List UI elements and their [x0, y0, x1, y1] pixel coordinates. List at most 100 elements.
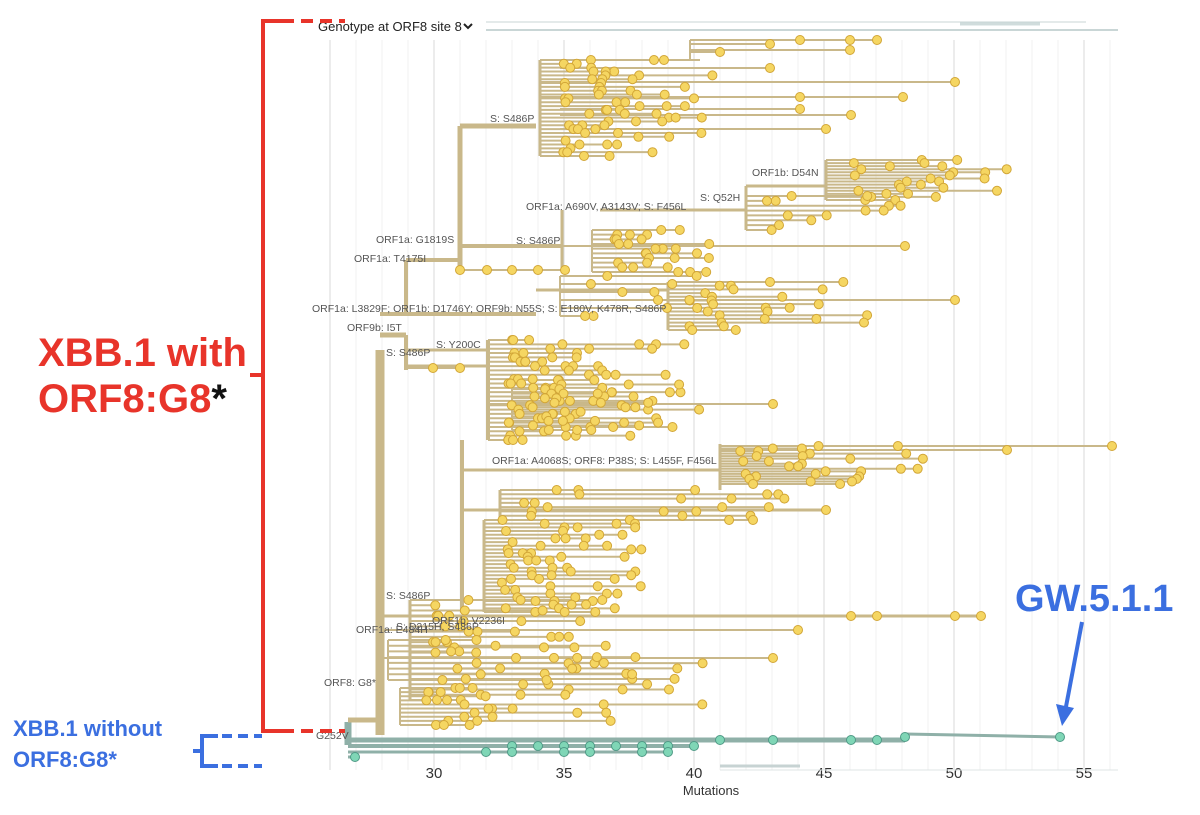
xbb-tip-node[interactable] — [669, 673, 680, 684]
xbb-tip-node[interactable] — [673, 267, 684, 277]
xbb-tip-node[interactable] — [630, 522, 641, 533]
xbb-tip-node[interactable] — [590, 415, 600, 426]
xbb-tip-node[interactable] — [490, 640, 501, 651]
xbb-tip-node[interactable] — [438, 720, 449, 730]
xbb-tip-node[interactable] — [574, 139, 585, 150]
xbb-tip-node[interactable] — [606, 387, 617, 398]
xbb-tip-node[interactable] — [467, 683, 478, 693]
xbb-tip-node[interactable] — [562, 147, 573, 158]
gw-tip-node[interactable] — [611, 741, 621, 751]
xbb-tip-node[interactable] — [659, 55, 669, 65]
xbb-tip-node[interactable] — [767, 443, 778, 454]
xbb-tip-node[interactable] — [530, 596, 541, 606]
xbb-tip-node[interactable] — [514, 426, 525, 437]
xbb-tip-node[interactable] — [599, 120, 610, 131]
xbb-tip-node[interactable] — [689, 93, 699, 104]
xbb-tip-node[interactable] — [575, 616, 586, 627]
xbb-tip-node[interactable] — [649, 287, 660, 297]
xbb-tip-node[interactable] — [561, 430, 572, 441]
xbb-tip-node[interactable] — [895, 463, 906, 474]
xbb-tip-node[interactable] — [572, 425, 583, 435]
xbb-tip-node[interactable] — [915, 179, 926, 190]
xbb-tip-node[interactable] — [634, 420, 645, 431]
xbb-tip-node[interactable] — [647, 343, 658, 354]
gw-tip-node[interactable] — [585, 747, 595, 757]
xbb-tip-node[interactable] — [919, 158, 930, 169]
xbb-tip-node[interactable] — [768, 653, 778, 663]
xbb-tip-node[interactable] — [524, 335, 535, 345]
xbb-tip-node[interactable] — [554, 631, 565, 642]
xbb-tip-node[interactable] — [564, 395, 575, 406]
xbb-tip-node[interactable] — [838, 277, 849, 287]
xbb-tip-node[interactable] — [600, 640, 611, 651]
gw-tip-node[interactable] — [559, 747, 569, 757]
xbb-tip-node[interactable] — [845, 453, 856, 464]
xbb-tip-node[interactable] — [917, 453, 928, 464]
xbb-tip-node[interactable] — [617, 529, 628, 540]
xbb-tip-node[interactable] — [892, 441, 903, 451]
xbb-tip-node[interactable] — [938, 182, 949, 193]
xbb-tip-node[interactable] — [912, 463, 923, 474]
xbb-tip-node[interactable] — [628, 391, 639, 402]
xbb-tip-node[interactable] — [795, 35, 805, 45]
xbb-tip-node[interactable] — [435, 687, 446, 698]
gw-tip-node[interactable] — [350, 752, 360, 762]
xbb-tip-node[interactable] — [642, 257, 653, 268]
xbb-tip-node[interactable] — [430, 600, 441, 611]
xbb-tip-node[interactable] — [690, 485, 701, 495]
gw-tip-node[interactable] — [846, 735, 856, 745]
xbb-tip-node[interactable] — [717, 502, 728, 513]
xbb-tip-node[interactable] — [813, 299, 824, 310]
xbb-tip-node[interactable] — [508, 435, 518, 445]
xbb-tip-node[interactable] — [560, 689, 571, 700]
xbb-tip-node[interactable] — [925, 173, 936, 184]
xbb-tip-node[interactable] — [649, 55, 659, 65]
xbb-tip-node[interactable] — [701, 267, 712, 277]
xbb-tip-node[interactable] — [664, 387, 675, 398]
xbb-tip-node[interactable] — [664, 131, 675, 142]
xbb-tip-node[interactable] — [626, 544, 637, 555]
xbb-tip-node[interactable] — [505, 378, 516, 389]
gw-tip-node[interactable] — [507, 747, 517, 757]
xbb-tip-node[interactable] — [784, 461, 795, 472]
xbb-tip-node[interactable] — [598, 699, 609, 710]
xbb-tip-node[interactable] — [423, 687, 434, 698]
xbb-tip-node[interactable] — [534, 573, 545, 584]
xbb-tip-node[interactable] — [557, 339, 568, 350]
xbb-tip-node[interactable] — [586, 425, 597, 435]
xbb-tip-node[interactable] — [442, 695, 452, 705]
xbb-tip-node[interactable] — [539, 393, 550, 404]
xbb-tip-node[interactable] — [515, 595, 526, 605]
xbb-tip-node[interactable] — [696, 112, 707, 123]
xbb-tip-node[interactable] — [642, 679, 653, 690]
xbb-tip-node[interactable] — [862, 191, 873, 201]
xbb-tip-node[interactable] — [627, 669, 638, 680]
xbb-tip-node[interactable] — [537, 605, 548, 616]
genotype-dropdown[interactable]: Genotype at ORF8 site 8 — [312, 14, 482, 38]
xbb-tip-node[interactable] — [860, 205, 871, 216]
xbb-tip-node[interactable] — [748, 479, 759, 489]
xbb-tip-node[interactable] — [508, 335, 519, 345]
xbb-tip-node[interactable] — [613, 128, 623, 138]
xbb-tip-node[interactable] — [707, 70, 718, 81]
xbb-tip-node[interactable] — [572, 707, 583, 718]
xbb-tip-node[interactable] — [545, 343, 556, 354]
xbb-tip-node[interactable] — [735, 446, 746, 457]
xbb-tip-node[interactable] — [661, 101, 672, 112]
xbb-tip-node[interactable] — [805, 476, 816, 487]
xbb-tip-node[interactable] — [472, 715, 483, 726]
xbb-tip-node[interactable] — [774, 220, 784, 231]
xbb-tip-node[interactable] — [900, 241, 910, 251]
xbb-tip-node[interactable] — [763, 456, 774, 467]
xbb-tip-node[interactable] — [884, 161, 895, 172]
xbb-tip-node[interactable] — [950, 295, 960, 305]
xbb-tip-node[interactable] — [605, 715, 616, 726]
xbb-tip-node[interactable] — [495, 663, 506, 674]
xbb-tip-node[interactable] — [853, 185, 864, 196]
xbb-tip-node[interactable] — [697, 658, 708, 669]
xbb-tip-node[interactable] — [952, 155, 963, 165]
xbb-tip-node[interactable] — [845, 45, 855, 55]
xbb-tip-node[interactable] — [691, 271, 702, 281]
xbb-tip-node[interactable] — [881, 188, 892, 199]
xbb-tip-node[interactable] — [507, 537, 518, 548]
